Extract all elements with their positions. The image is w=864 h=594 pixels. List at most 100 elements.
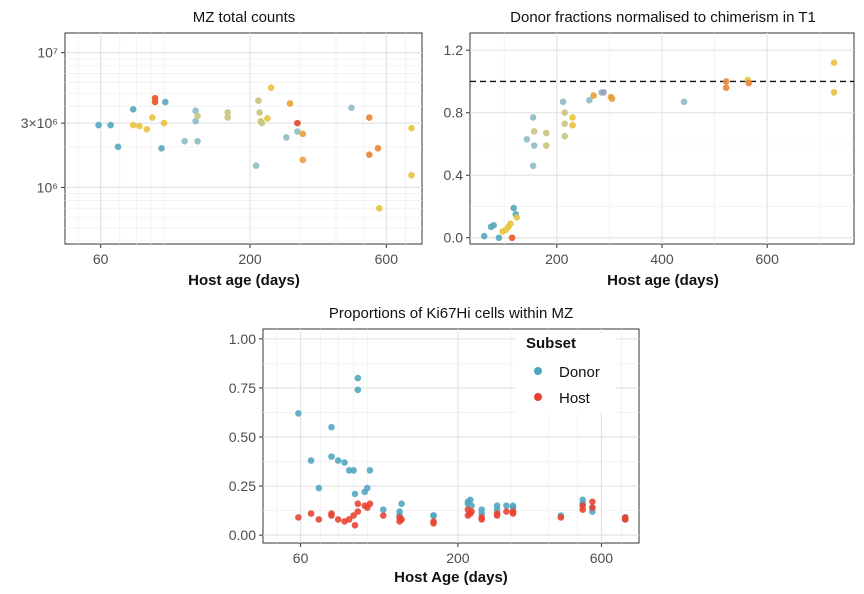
ki67-donor-point: [328, 423, 335, 431]
donor-data-point: [830, 59, 838, 66]
ki67-host-point: [307, 510, 315, 517]
ki67-host-point: [334, 516, 342, 523]
ki67-host-point: [354, 500, 362, 508]
legend-background: [516, 333, 616, 413]
mz-data-point: [136, 122, 143, 130]
mz-data-point: [129, 105, 137, 113]
mz-y-tick-label: 10⁷: [37, 45, 58, 61]
ki67-donor-point: [467, 496, 474, 504]
ki67-host-point: [398, 516, 405, 523]
mz-data-point: [286, 100, 294, 107]
donor-data-point: [510, 204, 517, 212]
donor-data-point: [542, 129, 550, 137]
ki67-host-point: [354, 508, 362, 515]
donor-x-axis-label: Host age (days): [607, 272, 719, 289]
legend-host-swatch: [534, 393, 542, 401]
ki67-donor-point: [307, 457, 315, 464]
ki67-host-point: [345, 516, 353, 523]
mz-data-point: [161, 98, 169, 106]
ki67-x-axis-label: Host Age (days): [394, 569, 508, 586]
ki67-x-tick-label: 200: [446, 550, 470, 566]
ki67-host-point: [579, 502, 587, 509]
mz-data-point: [192, 107, 199, 115]
donor-y-tick-label: 0.8: [444, 105, 464, 121]
donor-data-point: [523, 135, 531, 143]
ki67-donor-point: [366, 467, 374, 474]
donor-y-tick-label: 0.4: [444, 167, 464, 183]
mz-data-point: [181, 137, 188, 145]
ki67-host-point: [295, 514, 302, 521]
ki67-donor-point: [315, 484, 323, 492]
mz-x-axis-label: Host age (days): [188, 272, 300, 289]
donor-data-point: [480, 232, 488, 240]
legend-title: Subset: [526, 335, 576, 352]
mz-data-point: [294, 128, 301, 135]
ki67-donor-point: [354, 374, 362, 382]
donor-data-point: [529, 114, 537, 121]
donor-data-point: [830, 89, 838, 96]
donor-x-tick-label: 400: [650, 251, 674, 267]
donor-data-point: [722, 84, 730, 92]
ki67-donor-point: [350, 467, 357, 474]
donor-data-point: [542, 142, 550, 149]
mz-data-point: [224, 109, 231, 116]
ki67-legend: Subset Donor Host: [516, 333, 616, 413]
ki67-host-point: [468, 508, 475, 515]
ki67-donor-point: [354, 386, 362, 394]
donor-data-point: [569, 121, 576, 129]
mz-x-tick-label: 60: [93, 251, 109, 267]
donor-data-point: [590, 92, 597, 99]
mz-data-point: [224, 114, 231, 121]
donor-data-point: [586, 96, 593, 104]
ki67-host-point: [478, 516, 486, 523]
ki67-donor-point: [351, 490, 359, 498]
ki67-donor-point: [341, 459, 348, 466]
mz-data-point: [158, 145, 165, 152]
legend-donor-label: Donor: [559, 364, 600, 381]
mz-x-tick-label: 600: [375, 251, 399, 267]
ki67-host-point: [589, 504, 596, 511]
ki67-donor-point: [503, 502, 510, 509]
mz-data-point: [151, 94, 159, 102]
donor-data-point: [608, 95, 616, 102]
donor-data-point: [569, 114, 576, 121]
ki67-host-point: [503, 508, 510, 515]
ki67-host-point: [379, 512, 387, 519]
ki67-y-tick-label: 0.75: [229, 380, 256, 396]
donor-chart-title: Donor fractions normalised to chimerism …: [510, 9, 816, 26]
mz-data-point: [264, 115, 271, 122]
ki67-proportions-panel: Proportions of Ki67Hi cells within MZ 0.…: [229, 305, 640, 586]
ki67-host-point: [589, 498, 596, 506]
donor-data-point: [559, 98, 567, 106]
mz-data-point: [408, 171, 415, 179]
ki67-y-tick-label: 1.00: [229, 331, 256, 347]
donor-data-point: [561, 120, 568, 127]
ki67-donor-point: [364, 484, 371, 492]
ki67-host-point: [509, 508, 517, 515]
mz-data-point: [149, 114, 156, 121]
mz-data-point: [375, 204, 383, 212]
mz-data-point: [374, 145, 382, 152]
mz-data-point: [107, 121, 114, 129]
ki67-host-point: [315, 516, 323, 523]
ki67-host-point: [493, 512, 501, 519]
donor-data-point: [680, 98, 688, 106]
ki67-y-tick-label: 0.25: [229, 478, 256, 494]
donor-data-point: [495, 234, 503, 242]
ki67-x-tick-label: 60: [293, 550, 309, 566]
mz-data-point: [256, 109, 263, 116]
ki67-donor-point: [379, 506, 387, 513]
donor-data-point: [561, 109, 568, 117]
mz-data-point: [283, 134, 290, 141]
ki67-host-point: [621, 514, 629, 521]
donor-y-tick-label: 0.0: [444, 230, 464, 246]
mz-data-point: [299, 130, 307, 138]
donor-x-tick-label: 200: [545, 251, 569, 267]
mz-data-point: [194, 112, 201, 120]
mz-data-point: [294, 119, 301, 127]
mz-data-point: [95, 121, 102, 129]
donor-fractions-panel: Donor fractions normalised to chimerism …: [444, 9, 855, 289]
ki67-donor-point: [295, 410, 302, 417]
donor-data-point: [745, 79, 753, 87]
donor-data-point: [508, 234, 516, 242]
